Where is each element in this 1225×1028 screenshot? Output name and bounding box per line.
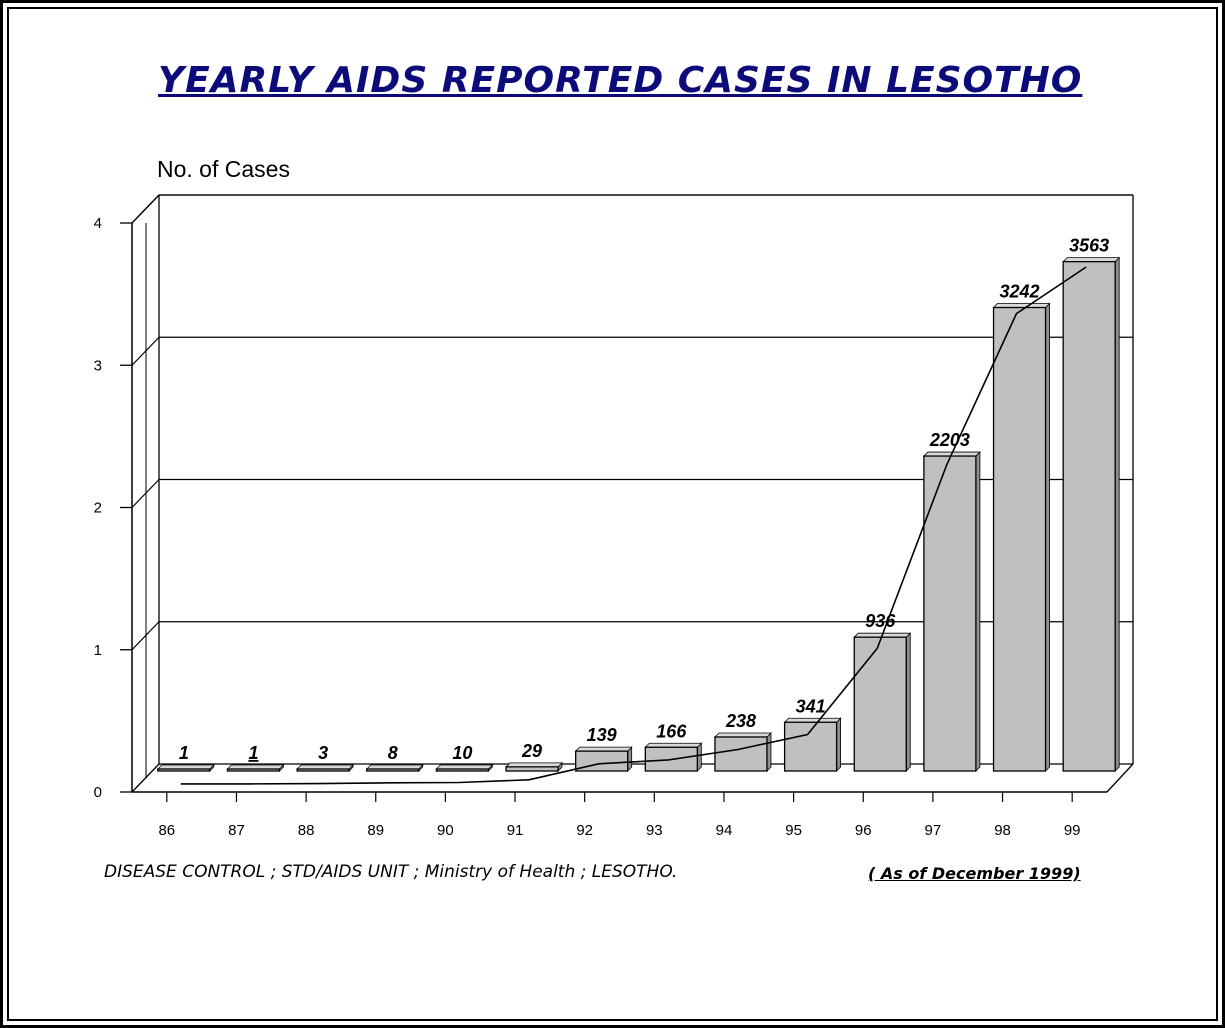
data-label: 3563 xyxy=(1069,236,1109,256)
data-label: 341 xyxy=(796,696,826,716)
gridline-side xyxy=(131,194,160,224)
x-tick-label: 86 xyxy=(158,822,175,839)
gridline-side xyxy=(131,479,160,508)
x-tick-label: 90 xyxy=(437,822,454,839)
x-tick-label: 99 xyxy=(1064,822,1081,839)
bar xyxy=(226,768,281,772)
gridline-side xyxy=(131,621,160,651)
bar xyxy=(157,768,211,772)
bar xyxy=(435,768,490,772)
y-axis-label: No. of Cases xyxy=(157,156,290,182)
data-label: 936 xyxy=(865,611,896,631)
y-tick-label: 2 xyxy=(94,500,102,517)
data-label: 8 xyxy=(388,743,398,763)
bar xyxy=(505,766,559,772)
bar xyxy=(366,768,420,772)
bar xyxy=(853,636,907,772)
source-note: DISEASE CONTROL ; STD/AIDS UNIT ; Minist… xyxy=(104,862,678,882)
data-label: 3242 xyxy=(1000,282,1040,302)
inner-frame xyxy=(7,7,1218,1021)
bar xyxy=(296,768,350,772)
trend-line xyxy=(180,266,1087,785)
x-tick-label: 95 xyxy=(785,822,802,839)
data-label: 2203 xyxy=(929,430,970,450)
y-tick-label: 1 xyxy=(94,642,102,659)
x-tick-label: 98 xyxy=(994,822,1011,839)
bar xyxy=(992,306,1047,772)
x-tick-label: 93 xyxy=(646,822,663,839)
x-tick-label: 88 xyxy=(298,822,315,839)
x-tick-label: 92 xyxy=(576,822,593,839)
chart-title: YEARLY AIDS REPORTED CASES IN LESOTHO xyxy=(158,60,1083,101)
x-tick-label: 87 xyxy=(228,822,245,839)
floor-right-edge xyxy=(1106,763,1134,793)
bar xyxy=(714,736,768,772)
data-label: 3 xyxy=(318,743,328,763)
floor-left-edge xyxy=(131,763,160,793)
data-label: 1 xyxy=(248,743,258,763)
y-tick-label: 4 xyxy=(94,215,102,232)
bar xyxy=(1062,260,1116,772)
data-label: 139 xyxy=(587,725,617,745)
y-tick-label: 0 xyxy=(94,784,102,801)
x-tick-label: 89 xyxy=(367,822,384,839)
x-tick-label: 94 xyxy=(716,822,733,839)
data-label: 29 xyxy=(521,741,542,761)
y-tick-label: 3 xyxy=(94,357,102,374)
date-note: ( As of December 1999) xyxy=(868,864,1081,883)
data-label: 1 xyxy=(179,743,189,763)
gridline-side xyxy=(131,336,160,366)
data-label: 166 xyxy=(656,721,687,741)
x-tick-label: 91 xyxy=(507,822,524,839)
data-label: 10 xyxy=(452,743,472,763)
x-tick-label: 97 xyxy=(925,822,942,839)
x-tick-label: 96 xyxy=(855,822,872,839)
data-label: 238 xyxy=(725,711,756,731)
